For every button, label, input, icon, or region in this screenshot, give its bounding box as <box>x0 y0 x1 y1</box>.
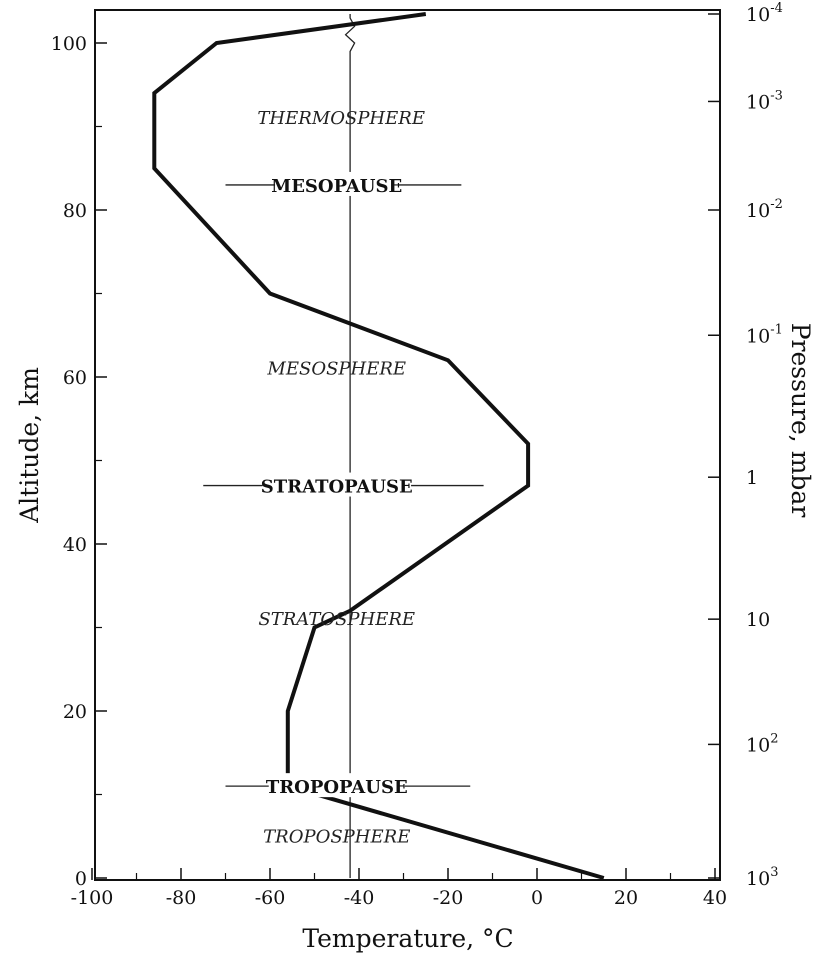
pressure-tick-base: 10 <box>746 609 770 631</box>
pressure-tick-label: 103 <box>746 865 778 890</box>
pressure-tick-exponent: 3 <box>770 865 778 880</box>
pause-label: TROPOPAUSE <box>266 777 408 798</box>
pause-label-backdrop <box>262 472 412 497</box>
x-tick-label: -40 <box>344 887 375 909</box>
series-line <box>152 12 605 880</box>
y-axis-ticks: 0 20 40 60 80 100 <box>51 33 107 890</box>
pressure-tick-exponent: -3 <box>770 88 783 103</box>
pressure-tick-exponent: -4 <box>770 1 783 16</box>
y-tick-label: 20 <box>63 701 87 723</box>
y-tick-label: 60 <box>63 367 87 389</box>
pressure-tick-label: 1 <box>746 467 758 489</box>
x-tick-label: 20 <box>614 887 638 909</box>
pressure-tick-base: 10 <box>746 91 770 113</box>
pressure-tick-exponent: -1 <box>770 322 783 337</box>
pressure-tick-label: 10 <box>746 609 770 631</box>
reference-line <box>344 14 356 878</box>
y-tick-label: 0 <box>75 868 87 890</box>
pressure-axis-title: Pressure, mbar <box>786 323 815 518</box>
layer-label: THERMOSPHERE <box>257 108 425 129</box>
pressure-tick-label: 10-1 <box>746 322 783 347</box>
pressure-tick-label: 10-2 <box>746 197 783 222</box>
pressure-tick-base: 10 <box>746 325 770 347</box>
layer-label: MESOSPHERE <box>266 359 406 380</box>
layer-label: STRATOSPHERE <box>258 609 415 630</box>
pressure-tick-base: 10 <box>746 734 770 756</box>
pressure-tick-exponent: -2 <box>770 197 783 212</box>
pressure-tick-base: 10 <box>746 868 770 890</box>
series-group <box>152 12 605 880</box>
pause-label: MESOPAUSE <box>271 176 402 197</box>
pressure-tick-base: 10 <box>746 200 770 222</box>
y-tick-label: 40 <box>63 534 87 556</box>
x-tick-label: 0 <box>531 887 543 909</box>
y-tick-label: 100 <box>51 33 87 55</box>
x-axis-title: Temperature, °C <box>302 924 513 953</box>
reference-line-group <box>344 14 356 878</box>
pause-label: STRATOPAUSE <box>261 477 413 498</box>
x-tick-label: -20 <box>433 887 464 909</box>
pause-label-backdrop <box>275 171 399 196</box>
pressure-tick-label: 102 <box>746 731 778 756</box>
x-tick-label: -80 <box>166 887 197 909</box>
y-axis-title: Altitude, km <box>15 367 44 524</box>
x-axis-ticks: -100 -80 -60 -40 -20 0 20 40 <box>71 868 727 909</box>
plot-frame <box>94 9 721 881</box>
x-tick-label: -100 <box>71 887 114 909</box>
x-tick-label: -60 <box>255 887 286 909</box>
layer-label: TROPOSPHERE <box>263 826 410 847</box>
pressure-tick-base: 1 <box>746 467 758 489</box>
annotation-labels-group: TROPOSPHERE STRATOSPHERE MESOSPHERE THERMOS… <box>257 108 425 847</box>
pressure-tick-base: 10 <box>746 4 770 26</box>
pressure-tick-exponent: 2 <box>770 731 778 746</box>
pause-label-backdrop <box>268 773 405 798</box>
x-tick-label: 40 <box>703 887 727 909</box>
y-tick-label: 80 <box>63 200 87 222</box>
pressure-tick-label: 10-4 <box>746 1 783 26</box>
pressure-tick-label: 10-3 <box>746 88 783 113</box>
